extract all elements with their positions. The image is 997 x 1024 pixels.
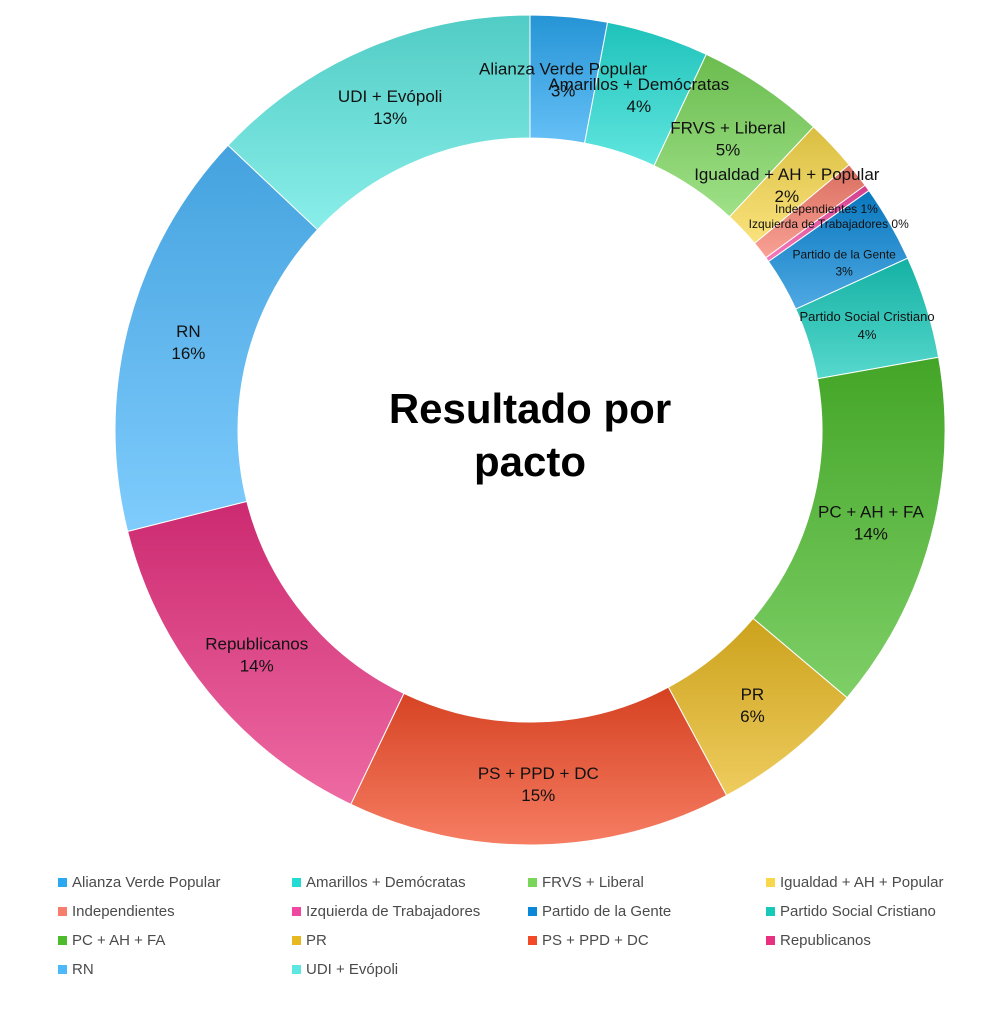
legend-swatch: [528, 877, 537, 887]
slice-value-partido-de-la-gente: 3%: [835, 264, 853, 278]
slice-label-izquierda-de-trabajadores: Izquierda de Trabajadores 0%: [749, 217, 909, 231]
legend-item-independientes: Independientes: [58, 901, 292, 921]
legend-item-pr: PR: [292, 930, 528, 950]
legend-label: Independientes: [72, 902, 175, 920]
legend-item-igualdad-ah-popular: Igualdad + AH + Popular: [766, 872, 988, 892]
chart-title-line-2: pacto: [474, 438, 586, 485]
slice-name-alianza-verde-popular: Alianza Verde Popular: [479, 60, 648, 79]
legend-label: Partido Social Cristiano: [780, 902, 936, 920]
legend-swatch: [58, 964, 67, 974]
slice-value-igualdad-ah-popular: 2%: [775, 187, 800, 206]
legend-label: Alianza Verde Popular: [72, 873, 221, 891]
legend-item-republicanos: Republicanos: [766, 930, 988, 950]
legend-item-alianza-verde-popular: Alianza Verde Popular: [58, 872, 292, 892]
legend-swatch: [292, 877, 301, 887]
slice-value-udi-ev-poli: 13%: [373, 109, 407, 128]
legend-swatch: [292, 906, 301, 916]
slice-name-republicanos: Republicanos: [205, 634, 308, 653]
slice-value-pr: 6%: [740, 707, 765, 726]
slice-value-republicanos: 14%: [240, 656, 274, 675]
slice-name-ps-ppd-dc: PS + PPD + DC: [478, 764, 599, 783]
legend-item-pc-ah-fa: PC + AH + FA: [58, 930, 292, 950]
legend-label: RN: [72, 960, 94, 978]
slice-udi-ev-poli: [227, 14, 531, 231]
legend-swatch: [528, 906, 537, 916]
slice-value-rn: 16%: [171, 344, 205, 363]
legend-label: Izquierda de Trabajadores: [306, 902, 481, 920]
legend-swatch: [292, 964, 301, 974]
legend-item-izquierda-de-trabajadores: Izquierda de Trabajadores: [292, 901, 528, 921]
slice-name-pc-ah-fa: PC + AH + FA: [818, 503, 924, 522]
legend-item-partido-de-la-gente: Partido de la Gente: [528, 901, 766, 921]
legend-label: Partido de la Gente: [542, 902, 672, 920]
legend-swatch: [58, 935, 67, 945]
legend-swatch: [766, 935, 775, 945]
slice-name-igualdad-ah-popular: Igualdad + AH + Popular: [694, 165, 880, 184]
slice-name-rn: RN: [176, 322, 201, 341]
slice-value-alianza-verde-popular: 3%: [551, 82, 576, 101]
legend-label: PR: [306, 931, 327, 949]
legend: Alianza Verde Popular Amarillos + Demócra…: [58, 872, 988, 979]
legend-swatch: [528, 935, 537, 945]
legend-label: PC + AH + FA: [72, 931, 166, 949]
legend-item-frvs-liberal: FRVS + Liberal: [528, 872, 766, 892]
legend-item-partido-social-cristiano: Partido Social Cristiano: [766, 901, 988, 921]
legend-item-ps-ppd-dc: PS + PPD + DC: [528, 930, 766, 950]
chart-title-line-1: Resultado por: [389, 385, 671, 432]
slice-value-pc-ah-fa: 14%: [854, 525, 888, 544]
legend-label: Republicanos: [780, 931, 871, 949]
slice-rn: [114, 144, 319, 532]
slice-name-partido-social-cristiano: Partido Social Cristiano: [800, 309, 935, 324]
legend-label: FRVS + Liberal: [542, 873, 644, 891]
slice-name-frvs-liberal: FRVS + Liberal: [670, 119, 785, 138]
legend-label: PS + PPD + DC: [542, 931, 649, 949]
donut-slices: [114, 14, 946, 846]
slice-name-pr: PR: [741, 685, 765, 704]
legend-swatch: [766, 906, 775, 916]
slice-value-amarillos-dem-cratas: 4%: [627, 97, 652, 116]
slice-name-amarillos-dem-cratas: Amarillos + Demócratas: [548, 75, 729, 94]
slice-value-ps-ppd-dc: 15%: [521, 786, 555, 805]
legend-item-udi-ev-poli: UDI + Evópoli: [292, 959, 528, 979]
legend-label: Amarillos + Demócratas: [306, 873, 466, 891]
legend-label: Igualdad + AH + Popular: [780, 873, 944, 891]
legend-item-amarillos-dem-cratas: Amarillos + Demócratas: [292, 872, 528, 892]
legend-swatch: [58, 877, 67, 887]
legend-label: UDI + Evópoli: [306, 960, 399, 978]
slice-label-independientes: Independientes 1%: [775, 202, 878, 216]
legend-item-rn: RN: [58, 959, 292, 979]
legend-swatch: [58, 906, 67, 916]
slice-name-udi-ev-poli: UDI + Evópoli: [338, 87, 442, 106]
legend-swatch: [766, 877, 775, 887]
legend-swatch: [292, 935, 301, 945]
slice-name-partido-de-la-gente: Partido de la Gente: [792, 247, 896, 261]
slice-value-partido-social-cristiano: 4%: [858, 327, 877, 342]
slice-value-frvs-liberal: 5%: [716, 141, 741, 160]
